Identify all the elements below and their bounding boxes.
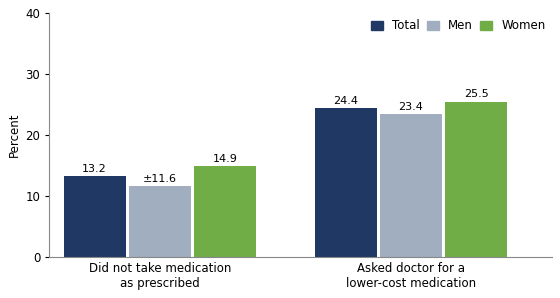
Text: ±11.6: ±11.6 [143,174,177,184]
Bar [445,102,507,257]
Bar [129,186,191,257]
Text: 14.9: 14.9 [213,154,237,164]
Text: 24.4: 24.4 [333,96,358,106]
Bar [194,166,256,257]
Bar [380,114,442,257]
Y-axis label: Percent: Percent [8,113,21,157]
Text: 23.4: 23.4 [399,102,423,112]
Bar [315,108,377,257]
Text: 13.2: 13.2 [82,164,107,174]
Text: 25.5: 25.5 [464,89,489,99]
Legend: Total, Men, Women: Total, Men, Women [371,19,546,32]
Bar [64,176,125,257]
